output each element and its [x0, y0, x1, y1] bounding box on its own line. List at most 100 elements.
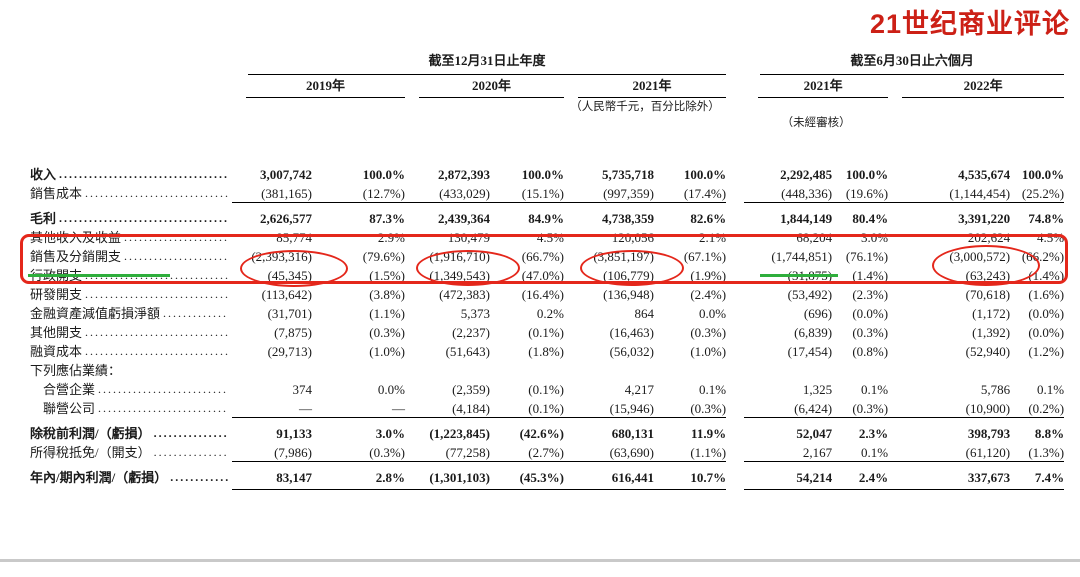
currency-note-row: （人民幣千元，百分比除外） — [30, 98, 1064, 114]
pct-cell — [1010, 360, 1064, 379]
table-row: 收入 3,007,742 100.0% 2,872,393 100.0% 5,735,71… — [30, 164, 1064, 183]
unaudited-note: （未經審核） — [781, 117, 851, 129]
pct-cell — [832, 360, 888, 379]
dot-leader — [85, 268, 228, 283]
pct-cell: (2.3%) — [852, 287, 889, 302]
value-cell: (1,744,851) — [771, 249, 833, 264]
row-label: 所得稅抵免/（開支） — [30, 442, 232, 461]
value-cell: 83,147 — [232, 460, 312, 490]
value-cell: (106,779) — [603, 268, 654, 283]
dot-leader — [59, 211, 228, 226]
value-cell: 54,214 — [744, 460, 833, 490]
value-cell: (472,383) — [439, 287, 490, 302]
column-gap — [726, 341, 744, 360]
value-cell — [405, 360, 490, 379]
bottom-divider — [0, 559, 1080, 562]
value-cell: 616,441 — [564, 460, 654, 490]
pct-cell: (66.7%) — [521, 249, 564, 264]
pct-cell: (2.7%) — [528, 444, 564, 460]
value-cell: 864 — [634, 306, 655, 321]
pct-cell: (0.3%) — [690, 400, 727, 416]
value-cell: (997,359) — [603, 185, 654, 201]
column-gap — [726, 202, 744, 227]
table-row: 毛利2,626,57787.3%2,439,36484.9%4,738,3598… — [30, 201, 1065, 227]
column-gap — [726, 284, 744, 303]
value-cell: (6,839) — [794, 325, 833, 340]
dot-leader — [85, 186, 228, 201]
pct-cell — [312, 360, 405, 379]
column-gap — [726, 183, 744, 202]
table-row: 除稅前利潤/（虧損）91,1333.0%(1,223,845)(42.6%)68… — [30, 416, 1065, 442]
pct-cell: (12.7%) — [362, 185, 405, 201]
value-cell: (15,946) — [609, 400, 654, 416]
pct-cell: (1.8%) — [528, 344, 564, 359]
pct-cell: 4.5% — [1037, 230, 1065, 245]
value-cell: (29,713) — [267, 344, 312, 359]
pct-cell: (1.0%) — [369, 344, 405, 359]
value-cell: (7,875) — [274, 325, 312, 340]
pct-cell: (0.3%) — [369, 444, 405, 460]
column-gap — [726, 265, 744, 284]
pct-cell: 0.0% — [698, 306, 727, 321]
table-row: 其他開支 (7,875) (0.3%) (2,237) (0.1%) (16,463) (0… — [30, 322, 1064, 341]
value-cell — [888, 360, 1010, 379]
pct-cell: (1.2%) — [1028, 344, 1065, 359]
value-cell: (136,948) — [603, 287, 654, 302]
value-cell: 68,204 — [796, 230, 833, 245]
value-cell: 202,624 — [967, 230, 1011, 245]
pct-cell: (0.3%) — [852, 325, 889, 340]
row-label: 下列應佔業績： — [30, 363, 122, 378]
value-cell: (31,701) — [267, 306, 312, 321]
pct-cell: 100.0% — [845, 167, 889, 182]
dot-leader — [124, 249, 228, 264]
value-cell: (2,393,316) — [251, 249, 312, 264]
value-cell: (31,875) — [787, 268, 833, 283]
pct-cell: 100.0% — [521, 167, 564, 182]
value-cell — [232, 360, 312, 379]
currency-note: （人民幣千元，百分比除外） — [570, 101, 720, 113]
value-cell: (53,492) — [787, 287, 833, 302]
value-cell: (63,690) — [609, 444, 654, 460]
pct-cell: (47.0%) — [521, 268, 564, 283]
pct-cell: (1.5%) — [369, 268, 405, 283]
header-spacer — [30, 130, 1064, 164]
dot-leader — [170, 470, 228, 485]
row-label: 除稅前利潤/（虧損） — [30, 417, 232, 442]
pct-cell: 11.9% — [654, 416, 727, 442]
pct-cell: (25.2%) — [1021, 185, 1065, 201]
dot-leader — [85, 325, 228, 340]
value-cell: 3,007,742 — [260, 167, 312, 182]
pct-cell: 2.1% — [698, 230, 727, 245]
pct-cell: 100.0% — [683, 167, 727, 182]
table-row: 融資成本 (29,713) (1.0%) (51,643) (1.8%) (56,032)… — [30, 341, 1064, 360]
column-gap — [726, 398, 744, 417]
table-row: 年內/期內利潤/（虧損）83,1472.8%(1,301,103)(45.3%)… — [30, 460, 1065, 490]
value-cell: 2,626,577 — [232, 201, 312, 227]
dot-leader — [85, 287, 228, 302]
value-cell: 2,439,364 — [405, 201, 490, 227]
pct-cell: (17.4%) — [683, 185, 727, 201]
value-cell: (448,336) — [781, 185, 833, 201]
table-row: 所得稅抵免/（開支） (7,986) (0.3%) (77,258) (2.7%) (63… — [30, 442, 1064, 461]
pct-cell: (0.3%) — [369, 325, 405, 340]
table-row: 合營企業 374 0.0% (2,359) (0.1%) 4,217 0.1% 1,325 0.… — [30, 379, 1064, 398]
pct-cell: (0.2%) — [1028, 400, 1065, 416]
value-cell: 680,131 — [564, 416, 654, 442]
pct-cell: (0.8%) — [852, 344, 889, 359]
dot-leader — [154, 426, 228, 441]
pct-cell: (15.1%) — [521, 185, 564, 201]
annual-period-header: 截至12月31日止年度 — [248, 50, 727, 75]
value-cell: (2,359) — [452, 382, 490, 397]
pct-cell: 2.8% — [312, 460, 405, 490]
value-cell: (1,144,454) — [949, 185, 1011, 201]
row-label: 研發開支 — [30, 284, 232, 303]
pct-cell: (1.4%) — [852, 268, 889, 283]
pct-cell: 4.5% — [536, 230, 564, 245]
pct-cell: (1.4%) — [1028, 268, 1065, 283]
pct-cell: (45.3%) — [490, 460, 564, 490]
year-header-2020: 2020年 — [419, 75, 564, 98]
pct-cell: (1.9%) — [690, 268, 727, 283]
year-header-2021-interim: 2021年 — [758, 75, 889, 98]
pct-cell: (0.3%) — [852, 400, 889, 416]
pct-cell: (67.1%) — [683, 249, 727, 264]
